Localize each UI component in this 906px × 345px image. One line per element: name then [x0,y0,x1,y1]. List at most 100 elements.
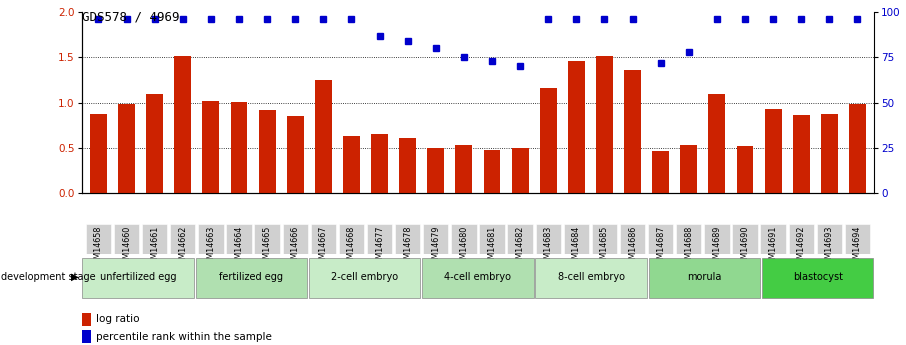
Text: GSM14688: GSM14688 [684,226,693,269]
Bar [507,224,533,254]
Text: ▶: ▶ [71,272,79,282]
Bar [114,224,140,254]
Text: blastocyst: blastocyst [793,272,843,282]
Bar [648,224,673,254]
Text: GSM14663: GSM14663 [207,226,216,269]
Bar [82,313,91,326]
Bar [146,93,163,193]
Bar [456,145,472,193]
Bar [732,224,757,254]
Text: GSM14665: GSM14665 [263,226,272,269]
Bar [339,224,364,254]
Bar [230,102,247,193]
Text: GSM14678: GSM14678 [403,226,412,269]
Text: GSM14690: GSM14690 [740,226,749,269]
Text: GSM14686: GSM14686 [628,226,637,269]
Text: GSM14691: GSM14691 [768,226,777,269]
Bar [649,257,760,298]
Bar [400,138,416,193]
Bar [255,224,280,254]
Text: GSM14666: GSM14666 [291,226,300,269]
Bar [652,151,669,193]
Text: fertilized egg: fertilized egg [219,272,284,282]
Text: GSM14689: GSM14689 [712,226,721,269]
Bar [82,257,194,298]
Bar [311,224,336,254]
Text: GDS578 / 4969: GDS578 / 4969 [82,10,179,23]
Bar [568,61,584,193]
Bar [371,134,388,193]
Bar [395,224,420,254]
Bar [762,257,873,298]
Text: GSM14681: GSM14681 [487,226,496,269]
Bar [788,224,814,254]
Bar [680,145,698,193]
Text: GSM14687: GSM14687 [656,226,665,269]
Text: GSM14658: GSM14658 [94,226,103,269]
Bar [287,116,304,193]
Bar [676,224,701,254]
Bar [760,224,786,254]
Bar [202,101,219,193]
Text: development stage: development stage [1,272,95,282]
Bar [620,224,645,254]
Text: 4-cell embryo: 4-cell embryo [445,272,511,282]
Bar [564,224,589,254]
Text: GSM14679: GSM14679 [431,226,440,269]
Bar [86,224,111,254]
Text: GSM14682: GSM14682 [516,226,525,269]
Text: morula: morula [688,272,721,282]
Bar [196,257,307,298]
Text: GSM14668: GSM14668 [347,226,356,269]
Bar [451,224,477,254]
Bar [309,257,420,298]
Bar [315,80,332,193]
Bar [367,224,392,254]
Bar [226,224,252,254]
Bar [596,57,612,193]
Bar [849,104,866,193]
Bar [479,224,505,254]
Bar [765,109,782,193]
Bar [174,56,191,193]
Text: GSM14661: GSM14661 [150,226,159,269]
Text: GSM14664: GSM14664 [235,226,244,269]
Text: 2-cell embryo: 2-cell embryo [331,272,399,282]
Bar [708,95,726,193]
Bar [816,224,842,254]
Bar [283,224,308,254]
Text: GSM14694: GSM14694 [853,226,862,269]
Text: GSM14684: GSM14684 [572,226,581,269]
Bar [423,224,448,254]
Bar [142,224,168,254]
Bar [422,257,534,298]
Bar [343,136,360,193]
Text: GSM14677: GSM14677 [375,226,384,269]
Text: GSM14667: GSM14667 [319,226,328,269]
Bar [592,224,617,254]
Text: 8-cell embryo: 8-cell embryo [558,272,624,282]
Bar [844,224,870,254]
Bar [535,224,561,254]
Bar [198,224,224,254]
Bar [258,110,275,193]
Bar [704,224,729,254]
Text: GSM14680: GSM14680 [459,226,468,269]
Bar [118,104,135,193]
Bar [428,148,444,193]
Bar [82,330,91,343]
Bar [90,115,107,193]
Bar [821,115,838,193]
Text: GSM14662: GSM14662 [178,226,188,269]
Text: GSM14692: GSM14692 [796,226,805,269]
Text: percentile rank within the sample: percentile rank within the sample [96,332,273,342]
Bar [484,150,500,193]
Bar [170,224,196,254]
Bar [512,148,528,193]
Text: GSM14683: GSM14683 [544,226,553,269]
Text: log ratio: log ratio [96,315,140,324]
Text: GSM14685: GSM14685 [600,226,609,269]
Bar [535,257,647,298]
Bar [540,88,556,193]
Bar [737,146,754,193]
